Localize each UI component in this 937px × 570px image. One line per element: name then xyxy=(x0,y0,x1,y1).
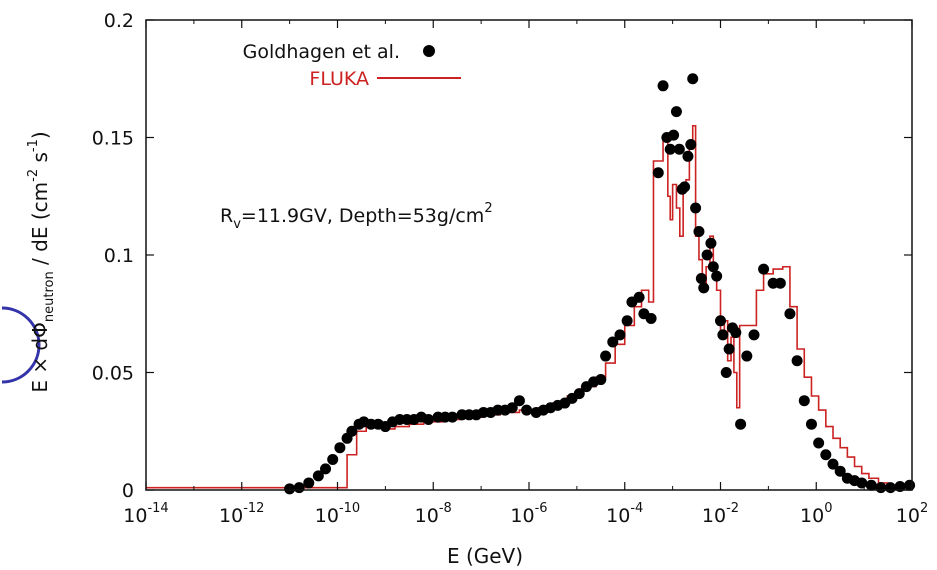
goldhagen-point xyxy=(784,308,796,320)
legend-label-goldhagen: Goldhagen et al. xyxy=(243,41,400,63)
goldhagen-point xyxy=(798,395,810,407)
partial-circle-mark xyxy=(1,306,41,384)
goldhagen-point xyxy=(303,477,315,489)
goldhagen-point xyxy=(682,150,694,162)
goldhagen-point xyxy=(820,449,832,461)
goldhagen-point xyxy=(446,411,458,423)
goldhagen-point xyxy=(327,453,339,465)
annotation-rigidity-depth: Rv=11.9GV, Depth=53g/cm2 xyxy=(220,201,493,232)
goldhagen-point xyxy=(711,270,723,282)
goldhagen-point xyxy=(693,226,705,237)
goldhagen-point xyxy=(875,482,887,494)
goldhagen-point xyxy=(741,350,753,362)
goldhagen-point xyxy=(715,315,726,327)
goldhagen-point xyxy=(687,73,699,85)
goldhagen-point xyxy=(805,418,817,430)
y-tick-label: 0 xyxy=(122,480,134,502)
goldhagen-point xyxy=(312,470,324,482)
goldhagen-point xyxy=(894,480,906,492)
x-tick-label: 102 xyxy=(896,501,928,527)
goldhagen-point xyxy=(664,143,676,155)
legend: Goldhagen et al. FLUKA xyxy=(243,41,461,90)
goldhagen-point xyxy=(730,327,742,339)
goldhagen-point xyxy=(690,202,702,214)
x-tick-label: 100 xyxy=(800,501,832,527)
y-tick-label: 0.15 xyxy=(92,128,134,150)
goldhagen-point xyxy=(904,479,916,491)
x-axis-ticks: 10-14 10-12 10-10 10-8 10-6 10-4 10-2 100 102 xyxy=(123,20,928,527)
goldhagen-point xyxy=(657,80,669,92)
goldhagen-point xyxy=(720,367,732,378)
goldhagen-point xyxy=(791,355,803,367)
goldhagen-point xyxy=(865,479,877,491)
legend-marker-goldhagen xyxy=(423,45,435,57)
x-tick-label: 10-10 xyxy=(315,501,360,527)
goldhagen-point xyxy=(758,263,770,275)
goldhagen-point xyxy=(774,277,786,289)
goldhagen-point xyxy=(573,388,585,400)
goldhagen-point xyxy=(645,312,657,324)
goldhagen-point xyxy=(707,261,719,273)
y-axis-label: E × dΦneutron / dE (cm-2 s-1) xyxy=(26,131,57,392)
goldhagen-point xyxy=(717,329,729,341)
goldhagen-point xyxy=(695,273,707,284)
goldhagen-point xyxy=(521,404,533,416)
goldhagen-point xyxy=(685,139,697,151)
goldhagen-point xyxy=(856,477,868,489)
goldhagen-point xyxy=(346,425,358,437)
goldhagen-point xyxy=(607,336,619,348)
goldhagen-point xyxy=(827,458,839,470)
goldhagen-point xyxy=(748,329,760,341)
goldhagen-point xyxy=(600,350,612,362)
goldhagen-series xyxy=(284,73,916,495)
goldhagen-point xyxy=(595,374,607,386)
goldhagen-point xyxy=(320,463,332,475)
y-tick-label: 0.1 xyxy=(104,245,134,267)
x-tick-label: 10-12 xyxy=(219,501,264,527)
y-tick-label: 0.2 xyxy=(104,10,134,32)
goldhagen-point xyxy=(679,181,691,193)
goldhagen-point xyxy=(701,249,713,261)
goldhagen-point xyxy=(723,343,735,355)
goldhagen-point xyxy=(673,143,685,155)
goldhagen-point xyxy=(735,418,747,430)
x-tick-label: 10-2 xyxy=(702,501,739,527)
x-tick-label: 10-4 xyxy=(606,501,643,527)
goldhagen-point xyxy=(422,414,434,425)
plot-frame xyxy=(145,19,913,491)
y-axis-ticks: 0 0.05 0.1 0.15 0.2 xyxy=(92,10,912,502)
goldhagen-point xyxy=(652,167,664,179)
goldhagen-point xyxy=(668,129,680,141)
goldhagen-point xyxy=(513,395,525,407)
x-axis-label: E (GeV) xyxy=(447,544,523,568)
goldhagen-point xyxy=(705,237,717,249)
goldhagen-point xyxy=(506,402,518,414)
goldhagen-point xyxy=(834,465,846,477)
y-tick-label: 0.05 xyxy=(92,363,134,385)
goldhagen-point xyxy=(621,315,633,327)
x-tick-label: 10-8 xyxy=(415,501,452,527)
goldhagen-point xyxy=(698,282,710,294)
goldhagen-point xyxy=(633,291,645,303)
goldhagen-point xyxy=(614,329,626,341)
goldhagen-point xyxy=(813,437,825,449)
goldhagen-point xyxy=(293,482,305,494)
legend-label-fluka: FLUKA xyxy=(309,68,369,90)
goldhagen-point xyxy=(334,442,346,454)
goldhagen-point xyxy=(884,482,896,494)
x-tick-label: 10-6 xyxy=(510,501,547,527)
x-tick-label: 10-14 xyxy=(123,501,168,527)
goldhagen-point xyxy=(670,106,682,118)
